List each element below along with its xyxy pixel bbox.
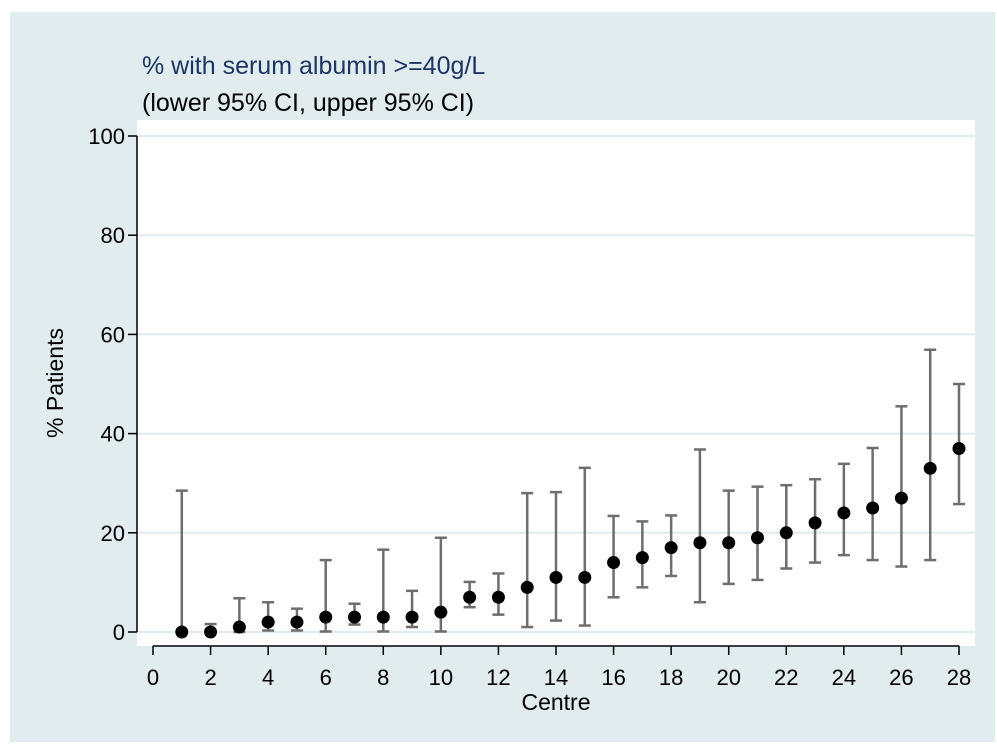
data-point-centre-26 <box>894 491 908 505</box>
x-axis-label: Centre <box>521 689 590 715</box>
data-point-centre-13 <box>520 580 534 594</box>
data-point-centre-8 <box>376 610 390 624</box>
error-bar-centre-13 <box>521 491 534 629</box>
data-point-centre-4 <box>261 615 275 629</box>
data-point-centre-11 <box>463 590 477 604</box>
error-bar-centre-19 <box>693 448 706 604</box>
x-tick-label-28: 28 <box>947 665 971 690</box>
error-bar-centre-15 <box>578 466 591 627</box>
x-tick-label-6: 6 <box>320 665 332 690</box>
x-tick-label-20: 20 <box>716 665 740 690</box>
data-point-centre-19 <box>693 536 707 550</box>
data-point-centre-15 <box>578 570 592 584</box>
data-point-centre-10 <box>434 605 448 619</box>
data-point-centre-2 <box>204 625 218 639</box>
data-point-centre-16 <box>607 556 621 570</box>
data-point-centre-24 <box>837 506 851 520</box>
data-point-centre-22 <box>779 526 793 540</box>
x-tick-label-12: 12 <box>486 665 510 690</box>
chart-title: % with serum albumin >=40g/L <box>142 52 485 80</box>
y-tick-label-60: 60 <box>101 322 125 347</box>
data-point-centre-7 <box>348 610 361 624</box>
data-point-centre-25 <box>866 501 880 515</box>
x-tick-label-24: 24 <box>832 665 856 690</box>
data-point-centre-17 <box>635 551 649 565</box>
data-point-centre-12 <box>491 590 505 604</box>
chart-subtitle: (lower 95% CI, upper 95% CI) <box>142 89 474 117</box>
data-point-centre-20 <box>722 536 736 550</box>
data-point-centre-21 <box>751 531 764 545</box>
error-bar-centre-26 <box>895 405 908 568</box>
data-point-centre-18 <box>664 541 678 555</box>
x-tick-label-18: 18 <box>659 665 683 690</box>
error-bar-centre-14 <box>550 490 562 622</box>
data-point-centre-27 <box>923 461 937 475</box>
y-tick-label-40: 40 <box>101 422 125 447</box>
data-point-centre-6 <box>319 610 333 624</box>
x-tick-label-10: 10 <box>429 665 453 690</box>
x-tick-label-4: 4 <box>262 665 274 690</box>
y-tick-label-80: 80 <box>101 223 125 248</box>
y-axis-label: % Patients <box>42 328 68 438</box>
x-tick-label-0: 0 <box>147 665 159 690</box>
data-point-centre-23 <box>808 516 822 530</box>
x-tick-label-16: 16 <box>601 665 625 690</box>
grid-lines <box>137 135 975 633</box>
data-point-centre-9 <box>405 610 419 624</box>
x-tick-label-14: 14 <box>544 665 568 690</box>
y-tick-label-100: 100 <box>88 124 125 149</box>
x-tick-label-22: 22 <box>774 665 798 690</box>
x-tick-label-26: 26 <box>889 665 913 690</box>
data-point-centre-3 <box>232 620 246 634</box>
data-points <box>175 441 966 639</box>
data-point-centre-14 <box>549 570 563 584</box>
data-point-centre-1 <box>175 625 189 639</box>
error-bar-centre-27 <box>924 348 937 562</box>
y-tick-label-20: 20 <box>101 521 125 546</box>
data-point-centre-5 <box>290 615 304 629</box>
x-tick-label-2: 2 <box>204 665 216 690</box>
x-tick-label-8: 8 <box>377 665 389 690</box>
y-tick-label-0: 0 <box>113 620 125 645</box>
data-point-centre-28 <box>952 441 966 455</box>
